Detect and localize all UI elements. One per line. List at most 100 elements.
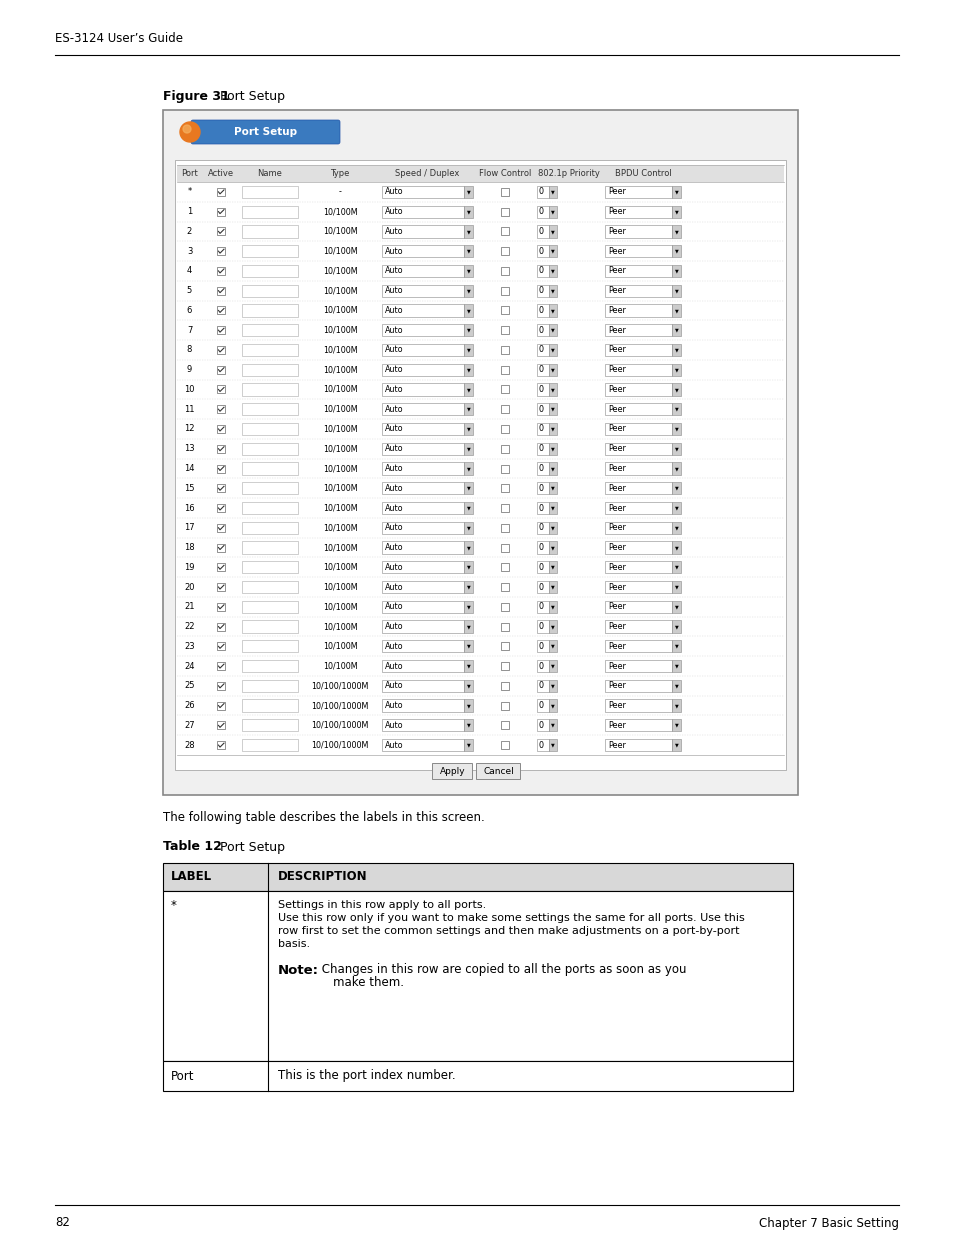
Text: Auto: Auto	[385, 504, 403, 513]
Text: 10/100M: 10/100M	[322, 207, 357, 216]
Text: row first to set the common settings and then make adjustments on a port-by-port: row first to set the common settings and…	[277, 926, 739, 936]
Bar	[242, 679, 297, 692]
Text: ▼: ▼	[466, 466, 470, 471]
Bar	[604, 739, 671, 751]
Bar	[671, 284, 680, 296]
Bar	[500, 583, 509, 592]
Bar	[671, 185, 680, 198]
Text: 19: 19	[184, 563, 194, 572]
Bar	[671, 403, 680, 415]
Bar	[604, 264, 671, 277]
Bar	[381, 304, 463, 316]
Bar	[604, 521, 671, 534]
Bar	[671, 343, 680, 356]
Bar	[242, 225, 297, 237]
Bar	[463, 284, 473, 296]
Text: Auto: Auto	[385, 484, 403, 493]
Bar	[463, 343, 473, 356]
Bar	[216, 445, 225, 453]
Bar	[216, 227, 225, 236]
Bar	[216, 326, 225, 335]
Text: ▼: ▼	[674, 643, 678, 648]
Text: 10/100M: 10/100M	[322, 326, 357, 335]
Text: 10/100/1000M: 10/100/1000M	[311, 741, 368, 750]
Bar	[537, 699, 548, 711]
Text: Peer: Peer	[607, 207, 625, 216]
Bar	[216, 504, 225, 513]
Text: ▼: ▼	[674, 584, 678, 589]
Bar	[242, 284, 297, 296]
Text: *: *	[187, 188, 192, 196]
Text: 27: 27	[184, 721, 194, 730]
Bar	[216, 425, 225, 433]
Bar	[548, 343, 557, 356]
Bar	[463, 205, 473, 217]
Bar	[463, 422, 473, 435]
Text: 10/100M: 10/100M	[322, 504, 357, 513]
Text: ▼: ▼	[674, 703, 678, 708]
Text: 0: 0	[538, 741, 543, 750]
Bar	[500, 543, 509, 552]
Text: ▼: ▼	[674, 406, 678, 411]
Text: ▼: ▼	[551, 426, 555, 431]
Bar	[671, 600, 680, 613]
Text: 0: 0	[538, 366, 543, 374]
Bar	[604, 699, 671, 711]
Bar	[604, 561, 671, 573]
Bar	[216, 622, 225, 631]
Text: 10/100M: 10/100M	[322, 563, 357, 572]
Text: Auto: Auto	[385, 642, 403, 651]
Text: 0: 0	[538, 603, 543, 611]
Bar	[216, 524, 225, 532]
Text: Auto: Auto	[385, 563, 403, 572]
Bar	[216, 583, 225, 592]
Circle shape	[180, 122, 200, 142]
Text: *: *	[171, 899, 176, 911]
Bar	[163, 1061, 792, 1091]
Bar	[381, 225, 463, 237]
Text: Peer: Peer	[607, 287, 625, 295]
Text: 10/100M: 10/100M	[322, 603, 357, 611]
Text: ▼: ▼	[551, 742, 555, 747]
Text: 82: 82	[55, 1216, 70, 1230]
Bar	[381, 541, 463, 553]
Bar	[604, 501, 671, 514]
Text: ▼: ▼	[551, 347, 555, 352]
Text: Auto: Auto	[385, 267, 403, 275]
Text: 10/100M: 10/100M	[322, 287, 357, 295]
Bar	[548, 659, 557, 672]
Text: 22: 22	[184, 622, 194, 631]
Text: Active: Active	[208, 169, 233, 178]
Bar	[242, 739, 297, 751]
Bar	[548, 324, 557, 336]
Text: Peer: Peer	[607, 563, 625, 572]
Text: ▼: ▼	[466, 327, 470, 332]
Text: ▼: ▼	[551, 722, 555, 727]
Bar	[381, 482, 463, 494]
Bar	[242, 501, 297, 514]
Text: ▼: ▼	[466, 485, 470, 490]
Bar	[216, 366, 225, 374]
Bar	[463, 679, 473, 692]
Text: Auto: Auto	[385, 326, 403, 335]
Text: ▼: ▼	[674, 288, 678, 293]
Bar	[500, 721, 509, 730]
Text: ▼: ▼	[551, 209, 555, 214]
Text: 0: 0	[538, 543, 543, 552]
Bar	[463, 640, 473, 652]
Bar	[174, 161, 785, 769]
Bar	[537, 225, 548, 237]
Text: 10/100/1000M: 10/100/1000M	[311, 721, 368, 730]
Bar	[548, 739, 557, 751]
Text: 10/100/1000M: 10/100/1000M	[311, 682, 368, 690]
Text: Changes in this row are copied to all the ports as soon as you: Changes in this row are copied to all th…	[317, 963, 686, 977]
Bar	[381, 462, 463, 474]
Text: Auto: Auto	[385, 346, 403, 354]
Text: ▼: ▼	[674, 308, 678, 312]
Bar	[671, 501, 680, 514]
Bar	[381, 403, 463, 415]
Bar	[537, 561, 548, 573]
Text: Port Setup: Port Setup	[220, 841, 285, 853]
Text: Port Setup: Port Setup	[233, 127, 296, 137]
Bar	[500, 484, 509, 493]
